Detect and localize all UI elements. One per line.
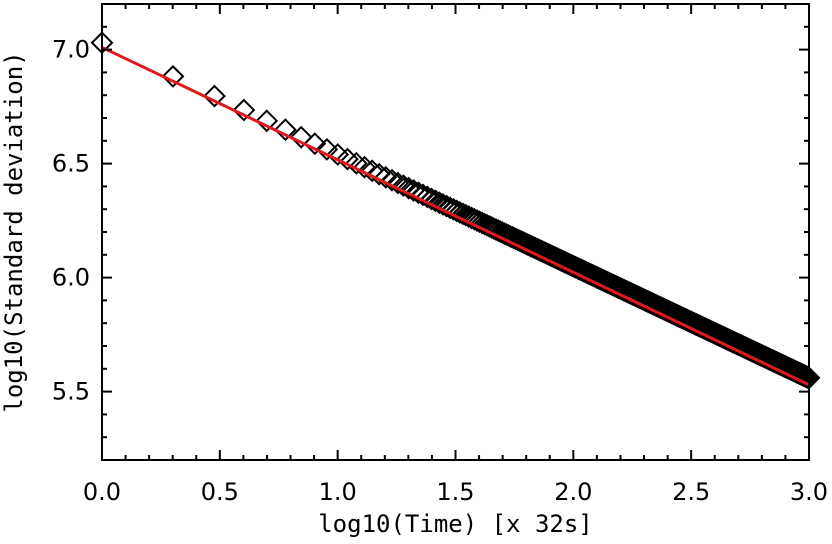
x-tick-label: 2.0: [554, 478, 592, 506]
x-tick-label: 0.0: [83, 478, 121, 506]
data-point: [386, 171, 410, 195]
x-tick-label: 1.5: [436, 478, 474, 506]
points-layer: [90, 31, 821, 390]
data-point: [435, 194, 459, 218]
y-tick-label: 5.5: [52, 378, 90, 406]
fit-line-layer: [101, 45, 810, 387]
data-point: [427, 191, 451, 215]
data-point: [161, 64, 185, 88]
data-point: [460, 206, 483, 230]
data-point: [315, 137, 339, 161]
data-point: [255, 109, 279, 133]
data-point: [203, 84, 226, 108]
data-point: [273, 118, 297, 142]
x-axis-label: log10(Time) [x 32s]: [318, 510, 593, 538]
data-point: [232, 98, 256, 122]
fit-line: [101, 45, 810, 387]
data-point: [289, 125, 313, 149]
y-tick-label: 6.0: [52, 264, 90, 292]
data-point: [360, 159, 384, 183]
data-point: [424, 189, 447, 213]
x-tick-label: 3.0: [790, 478, 828, 506]
x-tick-label: 2.5: [672, 478, 710, 506]
data-point: [374, 165, 398, 189]
data-point: [353, 155, 376, 179]
data-point: [420, 187, 443, 211]
data-point: [303, 132, 327, 156]
y-tick-label: 7.0: [52, 36, 90, 64]
ticks-layer: 0.0 0.5 1.0 1.5 2.0 2.5 3.0 5.5 6.0 6.5 7.0: [52, 4, 828, 506]
x-tick-label: 1.0: [319, 478, 357, 506]
y-axis-label: log10(Standard deviation): [0, 51, 28, 412]
data-point: [380, 168, 404, 192]
data-point: [391, 174, 415, 198]
data-point: [367, 162, 391, 186]
plot-frame: [101, 3, 810, 461]
x-tick-label: 0.5: [201, 478, 239, 506]
y-tick-label: 6.5: [52, 150, 90, 178]
data-point: [431, 193, 455, 216]
